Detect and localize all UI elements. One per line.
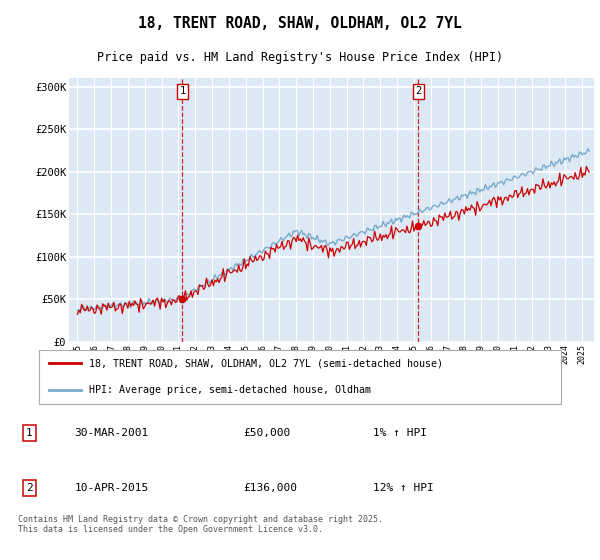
- Text: 18, TRENT ROAD, SHAW, OLDHAM, OL2 7YL (semi-detached house): 18, TRENT ROAD, SHAW, OLDHAM, OL2 7YL (s…: [89, 358, 443, 368]
- Text: 2: 2: [415, 86, 422, 96]
- Text: 30-MAR-2001: 30-MAR-2001: [74, 428, 149, 438]
- Text: HPI: Average price, semi-detached house, Oldham: HPI: Average price, semi-detached house,…: [89, 385, 371, 395]
- Text: £136,000: £136,000: [244, 483, 298, 493]
- Text: 1: 1: [179, 86, 185, 96]
- FancyBboxPatch shape: [38, 349, 562, 404]
- Text: 10-APR-2015: 10-APR-2015: [74, 483, 149, 493]
- Text: 1: 1: [26, 428, 32, 438]
- Text: 2: 2: [26, 483, 32, 493]
- Text: 12% ↑ HPI: 12% ↑ HPI: [373, 483, 434, 493]
- Text: Price paid vs. HM Land Registry's House Price Index (HPI): Price paid vs. HM Land Registry's House …: [97, 51, 503, 64]
- Text: 1% ↑ HPI: 1% ↑ HPI: [373, 428, 427, 438]
- Text: £50,000: £50,000: [244, 428, 291, 438]
- Text: 18, TRENT ROAD, SHAW, OLDHAM, OL2 7YL: 18, TRENT ROAD, SHAW, OLDHAM, OL2 7YL: [138, 16, 462, 31]
- Text: Contains HM Land Registry data © Crown copyright and database right 2025.
This d: Contains HM Land Registry data © Crown c…: [18, 515, 383, 534]
